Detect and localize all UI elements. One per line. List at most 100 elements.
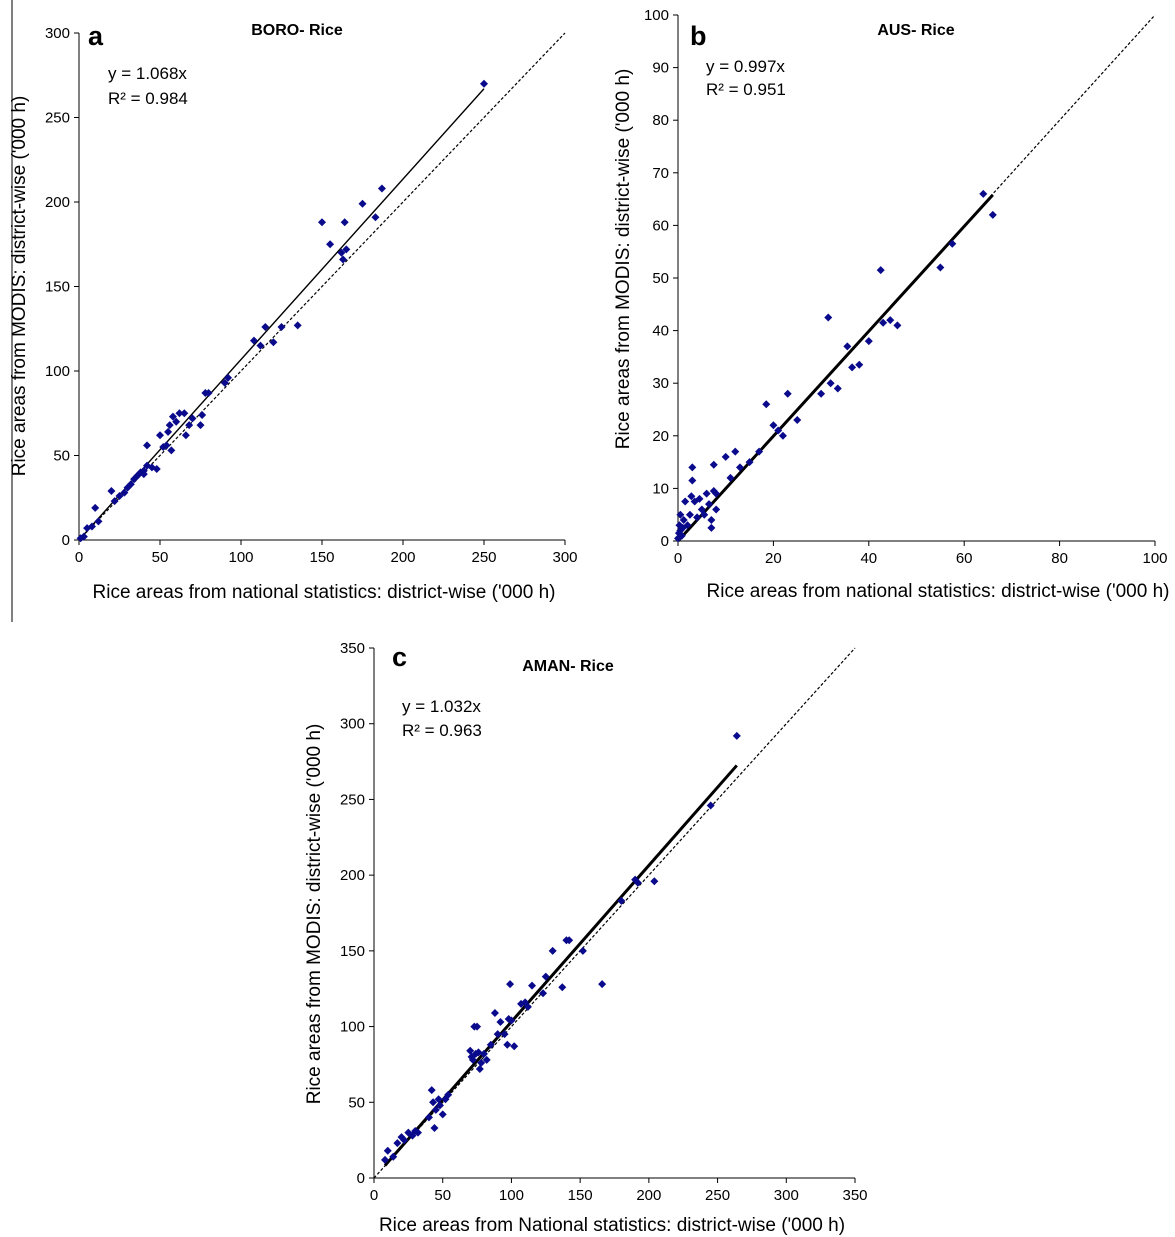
panel-c-letter: c: [392, 642, 407, 672]
panel-c-data-point: [444, 1090, 453, 1099]
panel-c-data-point: [431, 1105, 440, 1114]
panel-a-data-point: [181, 431, 190, 440]
panel-a-data-point: [164, 427, 173, 436]
panel-c-equation: y = 1.032x: [402, 697, 481, 716]
panel-b-data-point: [893, 321, 902, 330]
panel-a-x-tick-label: 200: [390, 549, 415, 566]
panel-c-y-tick-label: 250: [340, 791, 365, 808]
panel-a-data-point: [87, 522, 96, 531]
panel-b-data-point: [826, 379, 835, 388]
panel-c-data-point: [650, 877, 659, 886]
panel-a-data-point: [79, 532, 88, 541]
panel-c-data-point: [539, 989, 548, 998]
panel-b-y-tick-label: 20: [652, 428, 669, 445]
panel-a-x-tick-label: 150: [309, 549, 334, 566]
panel-c-x-tick-label: 150: [568, 1187, 593, 1204]
panel-a-x-tick-label: 300: [552, 549, 577, 566]
panel-c-data-point: [706, 801, 715, 810]
panel-b-data-point: [793, 416, 802, 425]
panel-b-title: AUS- Rice: [877, 22, 954, 39]
panel-b-y-tick-label: 30: [652, 375, 669, 392]
panel-b-y-tick-label: 70: [652, 165, 669, 182]
panel-b-data-point: [731, 447, 740, 456]
panel-c-x-tick-label: 300: [774, 1187, 799, 1204]
panel-b-data-point: [864, 337, 873, 346]
panel-c-data-point: [466, 1046, 475, 1055]
panel-c-r2: R² = 0.963: [402, 721, 482, 740]
panel-b-x-tick-label: 80: [1051, 550, 1068, 567]
panel-a-equation: y = 1.068x: [108, 64, 187, 83]
panel-a-x-tick-label: 50: [152, 549, 169, 566]
panel-a-y-tick-label: 150: [45, 279, 70, 296]
panel-a-x-tick-label: 100: [228, 549, 253, 566]
panel-b-x-tick-label: 60: [956, 550, 973, 567]
panel-c-y-tick-label: 50: [348, 1094, 365, 1111]
panel-b-data-point: [843, 342, 852, 351]
panel-a-data-point: [162, 441, 171, 450]
panel-c-data-point: [413, 1128, 422, 1137]
panel-a-data-point: [318, 218, 326, 227]
panel-c-y-tick-label: 100: [340, 1019, 365, 1036]
panel-c-data-point: [578, 946, 587, 955]
panel-b-ylabel: Rice areas from MODIS: district-wise ('0…: [613, 69, 634, 450]
panel-b-data-point: [774, 426, 783, 435]
panel-a-r2: R² = 0.984: [108, 89, 188, 108]
panel-a-data-point: [156, 431, 164, 440]
panel-b-data-point: [688, 463, 697, 472]
panel-b-data-point: [762, 400, 771, 409]
panel-b-data-point: [736, 463, 745, 472]
panel-a-data-point: [371, 213, 380, 222]
panel-b-data-point: [677, 531, 686, 540]
panel-b-letter: b: [690, 21, 707, 51]
panel-a-xlabel: Rice areas from national statistics: dis…: [93, 582, 556, 603]
panel-b-data-point: [948, 239, 957, 248]
panel-b-data-point: [693, 513, 702, 522]
panel-c-data-point: [617, 896, 626, 905]
panel-b-y-tick-label: 10: [652, 480, 669, 497]
panel-a-data-point: [91, 503, 100, 512]
panel-b-data-point: [707, 523, 716, 532]
panel-a-data-point: [115, 492, 124, 501]
panel-a-data-point: [120, 488, 129, 497]
panel-a-y-tick-label: 0: [62, 532, 70, 549]
panel-b-data-point: [705, 500, 714, 509]
panel-b-data-point: [681, 497, 690, 506]
panel-c-data-point: [434, 1095, 443, 1104]
panel-b-y-tick-label: 90: [652, 60, 669, 77]
panel-b-data-point: [679, 515, 688, 524]
panel-a-data-point: [107, 486, 116, 495]
panel-a-data-point: [188, 414, 197, 423]
panel-b-data-point: [676, 510, 685, 519]
panel-c-data-point: [490, 1008, 499, 1017]
panel-b-equation: y = 0.997x: [706, 57, 785, 76]
panel-a-data-point: [269, 338, 278, 347]
panel-c-data-point: [486, 1040, 495, 1049]
panel-a-data-point: [143, 441, 152, 450]
panel-c-one-to-one-line: [373, 647, 856, 1179]
panel-b-data-point: [755, 447, 764, 456]
panel-a-x-tick-label: 250: [471, 549, 496, 566]
panel-c-data-point: [565, 936, 574, 945]
panel-c-data-point: [475, 1064, 484, 1073]
panel-c-x-tick-label: 200: [636, 1187, 661, 1204]
panel-c-x-tick-label: 100: [499, 1187, 524, 1204]
panel-a-data-point: [480, 79, 488, 88]
panel-b-x-tick-label: 20: [765, 550, 782, 567]
panel-b-data-point: [936, 263, 945, 272]
panel-b-y-tick-label: 60: [652, 217, 669, 234]
panel-b: b AUS- Rice y = 0.997x R² = 0.951 Rice a…: [613, 7, 1169, 602]
panel-b-y-tick-label: 50: [652, 270, 669, 287]
panel-b-data-point: [988, 210, 997, 219]
panel-c-y-tick-label: 150: [340, 943, 365, 960]
panel-b-data-point: [688, 476, 697, 485]
panel-b-data-point: [876, 266, 885, 275]
panel-a-data-point: [94, 517, 103, 526]
panel-a-data-point: [110, 497, 119, 506]
panel-b-data-point: [726, 473, 735, 482]
panel-c-data-point: [393, 1139, 402, 1148]
panel-c-data-point: [424, 1113, 433, 1122]
panel-a-data-point: [339, 255, 348, 264]
panel-b-y-tick-label: 100: [644, 7, 669, 24]
panel-c-data-point: [548, 946, 557, 955]
panel-c-data-point: [732, 731, 741, 740]
